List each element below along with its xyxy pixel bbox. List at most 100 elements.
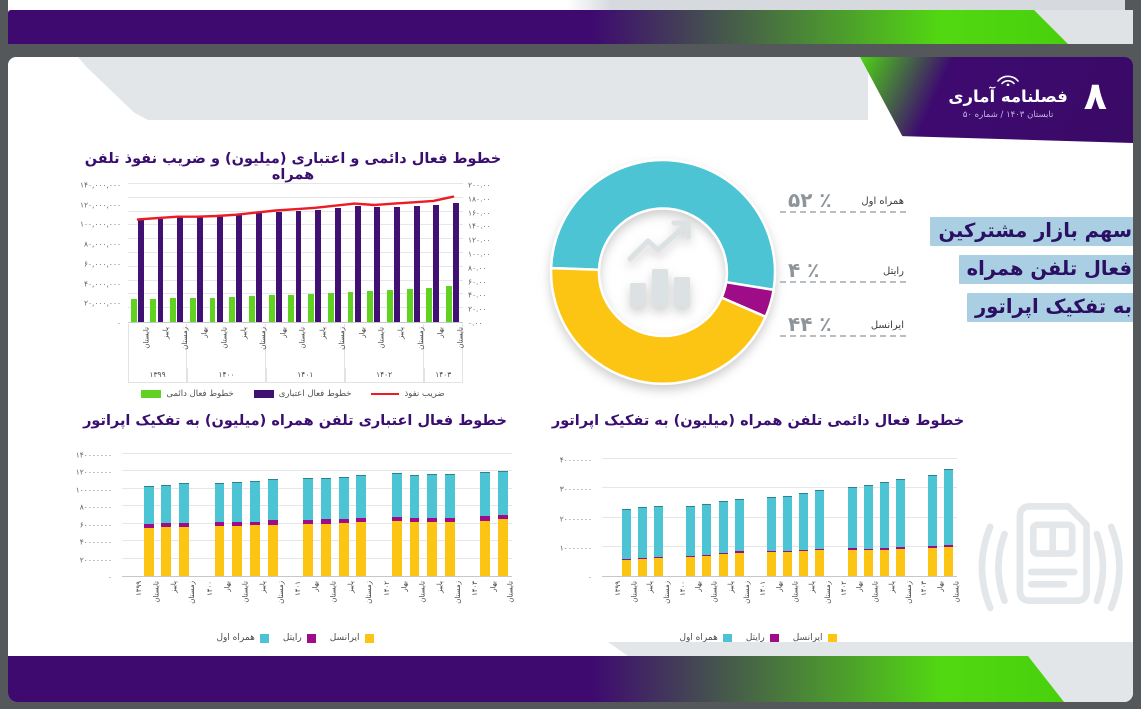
bar-permanent bbox=[367, 291, 374, 322]
season-label: زمستان bbox=[904, 581, 913, 604]
legend-label: رایتل bbox=[745, 633, 765, 643]
axis-tick-label: ۴۰۰۰۰۰۰۰ bbox=[79, 537, 112, 547]
chart-trend-icon bbox=[627, 220, 691, 307]
axis-tick-label: ۰ bbox=[587, 572, 592, 582]
report-page: ۸ فصلنامه آماری تابستان ۱۴۰۳ / شماره ۵۰ … bbox=[8, 57, 1133, 702]
season-label: زمستان bbox=[453, 581, 462, 604]
bar-segment-2 bbox=[427, 474, 438, 519]
legend-swatch bbox=[722, 633, 732, 643]
season-label: پاییز bbox=[436, 581, 445, 594]
bar-segment-0 bbox=[815, 550, 825, 576]
bar-segment-0 bbox=[303, 524, 314, 576]
bar-permanent bbox=[288, 294, 295, 322]
season-label: پاییز bbox=[397, 327, 406, 340]
legend-item: همراه اول bbox=[679, 633, 732, 643]
bar-credit bbox=[374, 207, 381, 322]
bar-segment-0 bbox=[766, 552, 776, 576]
gridline bbox=[602, 458, 957, 459]
bar-segment-1 bbox=[179, 522, 189, 527]
season-label: تابستان bbox=[220, 327, 229, 349]
axis-tick-label: ۱۴۰.۰۰ bbox=[468, 221, 491, 231]
bar-credit bbox=[216, 216, 223, 322]
season-group: تابستان پاییز زمستان bbox=[128, 324, 189, 368]
bar-permanent bbox=[189, 298, 196, 322]
gridline bbox=[122, 540, 512, 542]
axis-tick-label: ۲۰۰.۰۰ bbox=[468, 180, 491, 190]
section-title-line: فعال تلفن همراه bbox=[958, 255, 1133, 284]
season-label: تابستان bbox=[329, 581, 338, 603]
bar-segment-2 bbox=[653, 505, 663, 557]
bar-segment-2 bbox=[320, 477, 331, 520]
bar-segment-0 bbox=[734, 552, 744, 576]
combo-plot-area bbox=[128, 183, 463, 323]
season-label: تابستان bbox=[872, 581, 881, 603]
donut-label-row: همراه اول ۵۲ ٪ bbox=[780, 185, 906, 213]
bar-permanent bbox=[347, 291, 354, 322]
permanent-legend: همراه اول رایتل ایرانسل bbox=[536, 633, 980, 643]
bar-segment-2 bbox=[267, 479, 278, 521]
bar-segment-0 bbox=[863, 550, 873, 576]
axis-tick-label: ۱۴۰,۰۰۰,۰۰۰ bbox=[79, 180, 121, 190]
bar-segment-1 bbox=[928, 546, 938, 549]
season-label: پاییز bbox=[258, 581, 267, 594]
brand-block: فصلنامه آماری تابستان ۱۴۰۳ / شماره ۵۰ bbox=[948, 73, 1068, 120]
axis-tick-label: ۲۰,۰۰۰,۰۰۰ bbox=[84, 298, 121, 308]
bar-segment-0 bbox=[409, 521, 420, 576]
bar-credit bbox=[256, 212, 262, 322]
gridline bbox=[122, 522, 512, 524]
bar-segment-0 bbox=[686, 557, 696, 576]
bar-credit bbox=[236, 214, 243, 322]
bar-segment-1 bbox=[320, 519, 331, 524]
axis-tick-label: ۱۴۰۰۰۰۰۰۰ bbox=[75, 450, 112, 460]
bar-segment-1 bbox=[161, 523, 172, 528]
bar-segment-2 bbox=[928, 475, 938, 547]
season-label: زمستان bbox=[259, 327, 268, 350]
axis-tick-label: ۱۸۰.۰۰ bbox=[468, 194, 491, 204]
bar-segment-0 bbox=[214, 526, 225, 576]
legend-item: ضریب نفوذ bbox=[371, 389, 445, 399]
bar-segment-2 bbox=[799, 492, 809, 550]
page-footer-gradient-bar bbox=[8, 656, 1064, 702]
bar-credit bbox=[334, 207, 341, 322]
bar-segment-0 bbox=[498, 519, 509, 576]
season-label: بهار bbox=[312, 581, 321, 592]
donut-percent-value: ۴ ٪ bbox=[788, 258, 820, 282]
bar-segment-0 bbox=[320, 523, 331, 576]
bar-segment-0 bbox=[702, 555, 712, 576]
credit-lines-chart-title: خطوط فعال اعتباری تلفن همراه (میلیون) به… bbox=[83, 413, 507, 429]
bar-segment-2 bbox=[409, 474, 420, 519]
bar-segment-1 bbox=[702, 554, 712, 556]
bar-segment-1 bbox=[783, 550, 793, 552]
bar-segment-1 bbox=[766, 550, 776, 553]
year-label: ۱۴۰۰ bbox=[205, 581, 214, 597]
season-label: بهار bbox=[358, 327, 367, 338]
bar-segment-2 bbox=[944, 469, 954, 545]
season-label: بهار bbox=[437, 327, 446, 338]
year-label: ۱۴۰۰ bbox=[678, 581, 687, 597]
donut-slice-ایرانسل bbox=[549, 266, 768, 386]
year-label: ۱۳۹۹ bbox=[134, 581, 143, 597]
axis-tick-label: ۱۰۰۰۰۰۰۰۰ bbox=[75, 485, 112, 495]
bar-segment-0 bbox=[338, 523, 349, 576]
combo-chart-title: خطوط فعال دائمی و اعتباری (میلیون) و ضری… bbox=[84, 151, 502, 183]
legend-swatch bbox=[371, 392, 400, 396]
bar-segment-1 bbox=[214, 522, 225, 527]
season-label: پاییز bbox=[726, 581, 735, 594]
legend-item: همراه اول bbox=[216, 633, 269, 643]
bar-segment-0 bbox=[879, 549, 889, 576]
bar-segment-2 bbox=[356, 474, 367, 519]
axis-tick-label: ۰ bbox=[116, 318, 121, 328]
bar-segment-0 bbox=[896, 549, 906, 576]
axis-tick-label: ۲۰۰۰۰۰۰۰ bbox=[559, 514, 592, 523]
season-label: زمستان bbox=[743, 581, 752, 604]
axis-tick-label: ۸۰۰۰۰۰۰۰ bbox=[79, 502, 112, 512]
legend-swatch bbox=[364, 633, 374, 643]
bar-segment-2 bbox=[863, 485, 873, 549]
season-label: تابستان bbox=[456, 327, 465, 349]
legend-label: ایرانسل bbox=[792, 633, 823, 643]
legend-item: خطوط فعال دائمی bbox=[141, 389, 234, 399]
credit-lines-chart: خطوط فعال اعتباری تلفن همراه (میلیون) به… bbox=[60, 405, 530, 655]
penetration-line bbox=[136, 195, 455, 221]
axis-tick-label: ۲۰.۰۰ bbox=[468, 304, 487, 314]
